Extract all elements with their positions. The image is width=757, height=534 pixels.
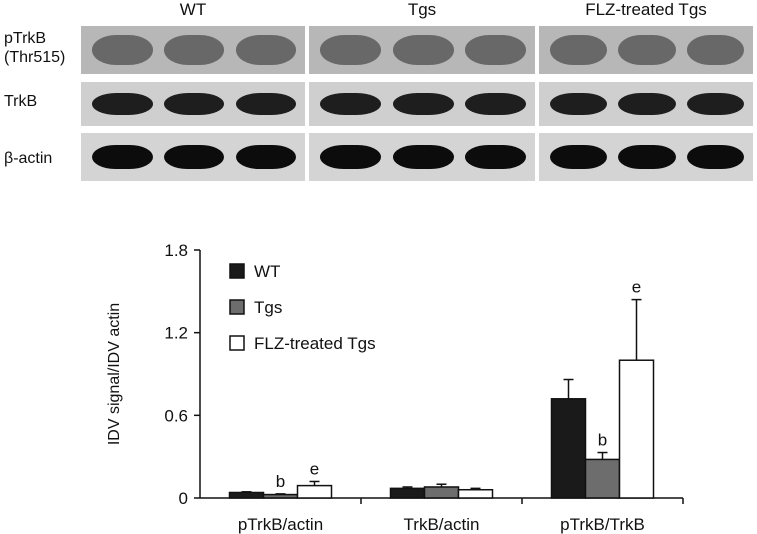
x-tick-label: TrkB/actin	[404, 515, 480, 534]
blot-panel-2-3	[539, 82, 753, 126]
legend-label: Tgs	[254, 298, 282, 317]
blot-band	[686, 35, 745, 65]
blot-band	[464, 35, 526, 65]
y-tick-label: 1.8	[164, 241, 188, 260]
bar	[262, 493, 299, 499]
blot-band	[618, 93, 676, 115]
row-label-trkb: TrkB	[4, 93, 38, 110]
y-tick-label: 0	[179, 489, 188, 508]
blot-band	[618, 35, 676, 65]
blot-band	[92, 35, 153, 65]
blot-panel-3-2	[309, 133, 535, 181]
y-axis-label: IDV signal/IDV actin	[106, 303, 123, 445]
blot-header-flz: FLZ-treated Tgs	[585, 0, 707, 19]
blot-band	[163, 144, 225, 170]
blot-panel-1-3	[539, 26, 753, 74]
blot-panel-1-1	[81, 26, 305, 74]
blot-band	[320, 35, 382, 65]
legend-label: WT	[254, 262, 280, 281]
bar	[550, 398, 587, 499]
blot-band	[549, 93, 608, 115]
bar	[389, 487, 426, 499]
blot-band	[392, 144, 454, 170]
bar	[228, 491, 265, 499]
legend-swatch	[229, 299, 245, 315]
blot-band	[392, 35, 454, 65]
bar	[457, 488, 494, 499]
blot-panel-2-2	[309, 82, 535, 126]
blot-band	[686, 93, 745, 115]
significance-label: e	[310, 459, 319, 478]
blot-band	[235, 144, 297, 170]
bar	[296, 484, 333, 499]
blot-band	[235, 93, 297, 115]
legend-swatch	[229, 335, 245, 351]
blot-band	[618, 144, 676, 170]
blot-band	[464, 93, 526, 115]
blot-band	[392, 93, 454, 115]
blot-panel-1-2	[309, 26, 535, 74]
blot-band	[549, 144, 608, 170]
blot-band	[92, 93, 153, 115]
bar	[584, 458, 621, 499]
blot-header-wt: WT	[179, 0, 207, 19]
significance-label: e	[632, 278, 641, 297]
blot-header-tgs: Tgs	[407, 0, 437, 19]
row-label-ptrkb-sub: (Thr515)	[4, 49, 66, 66]
significance-label: b	[276, 472, 285, 491]
y-tick-label: 0.6	[164, 406, 188, 425]
blot-band	[320, 144, 382, 170]
blot-band	[163, 35, 225, 65]
x-tick-label: pTrkB/actin	[238, 515, 323, 534]
blot-band	[686, 144, 745, 170]
blot-band	[163, 93, 225, 115]
blot-band	[92, 144, 153, 170]
blot-band	[320, 93, 382, 115]
blot-panel-2-1	[81, 82, 305, 126]
row-label-ptrkb: pTrkB (Thr515)	[4, 29, 65, 67]
blot-band	[235, 35, 297, 65]
row-label-actin: β-actin	[4, 150, 53, 167]
y-tick-label: 1.2	[164, 324, 188, 343]
bar	[618, 359, 655, 499]
blot-band	[464, 144, 526, 170]
legend-swatch	[229, 263, 245, 279]
legend-label: FLZ-treated Tgs	[254, 334, 376, 353]
significance-label: b	[598, 431, 607, 450]
row-label-ptrkb-main: pTrkB	[4, 30, 47, 47]
blot-panel-3-3	[539, 133, 753, 181]
blot-panel-3-1	[81, 133, 305, 181]
bar	[423, 486, 460, 499]
x-tick-label: pTrkB/TrkB	[560, 515, 645, 534]
blot-band	[549, 35, 608, 65]
